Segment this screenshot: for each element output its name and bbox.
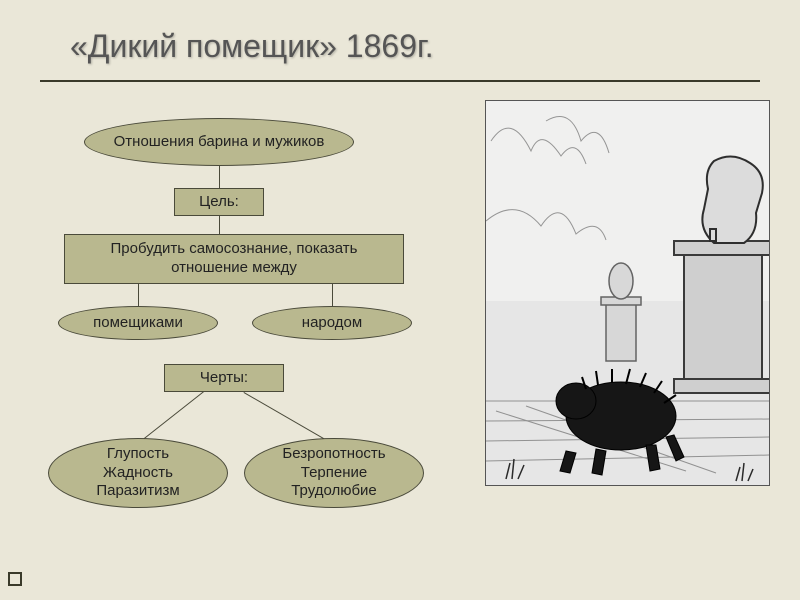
- edge: [138, 284, 139, 306]
- slide-marker-icon: [8, 572, 22, 586]
- node-rel: Отношения барина и мужиков: [84, 118, 354, 166]
- edge: [137, 391, 204, 444]
- edge: [219, 166, 220, 188]
- node-goal: Цель:: [174, 188, 264, 216]
- node-left3: ГлупостьЖадностьПаразитизм: [48, 438, 228, 508]
- concept-diagram: Отношения барина и мужиков Цель: Пробудить…: [44, 118, 474, 568]
- page-title: «Дикий помещик» 1869г.: [70, 28, 434, 65]
- node-awaken: Пробудить самосознание, показать отношен…: [64, 234, 404, 284]
- node-lords: помещиками: [58, 306, 218, 340]
- edge: [219, 216, 220, 234]
- edge: [332, 284, 333, 306]
- illustration-svg: [486, 101, 770, 486]
- node-right3: БезропотностьТерпениеТрудолюбие: [244, 438, 424, 508]
- node-traits: Черты:: [164, 364, 284, 392]
- edge: [243, 392, 333, 445]
- story-illustration: [485, 100, 770, 486]
- node-people: народом: [252, 306, 412, 340]
- title-underline: [40, 80, 760, 82]
